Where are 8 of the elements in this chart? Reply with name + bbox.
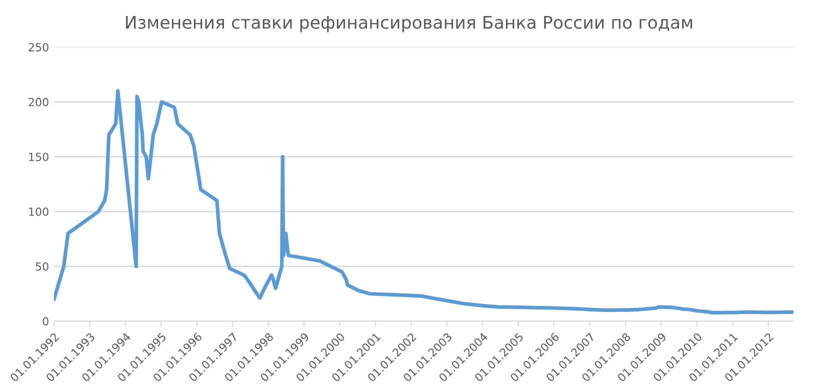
line-series (54, 89, 794, 314)
y-tick-label: 100 (29, 208, 48, 216)
y-tick-label: 150 (29, 152, 48, 162)
y-tick-label: 250 (28, 43, 48, 52)
y-tick-label: 0 (42, 317, 48, 326)
y-tick-label: 50 (36, 262, 48, 271)
y-tick-label: 200 (28, 98, 48, 106)
chart-title: Изменения ставки рефинансирования Банка России по годам (126, 16, 692, 32)
